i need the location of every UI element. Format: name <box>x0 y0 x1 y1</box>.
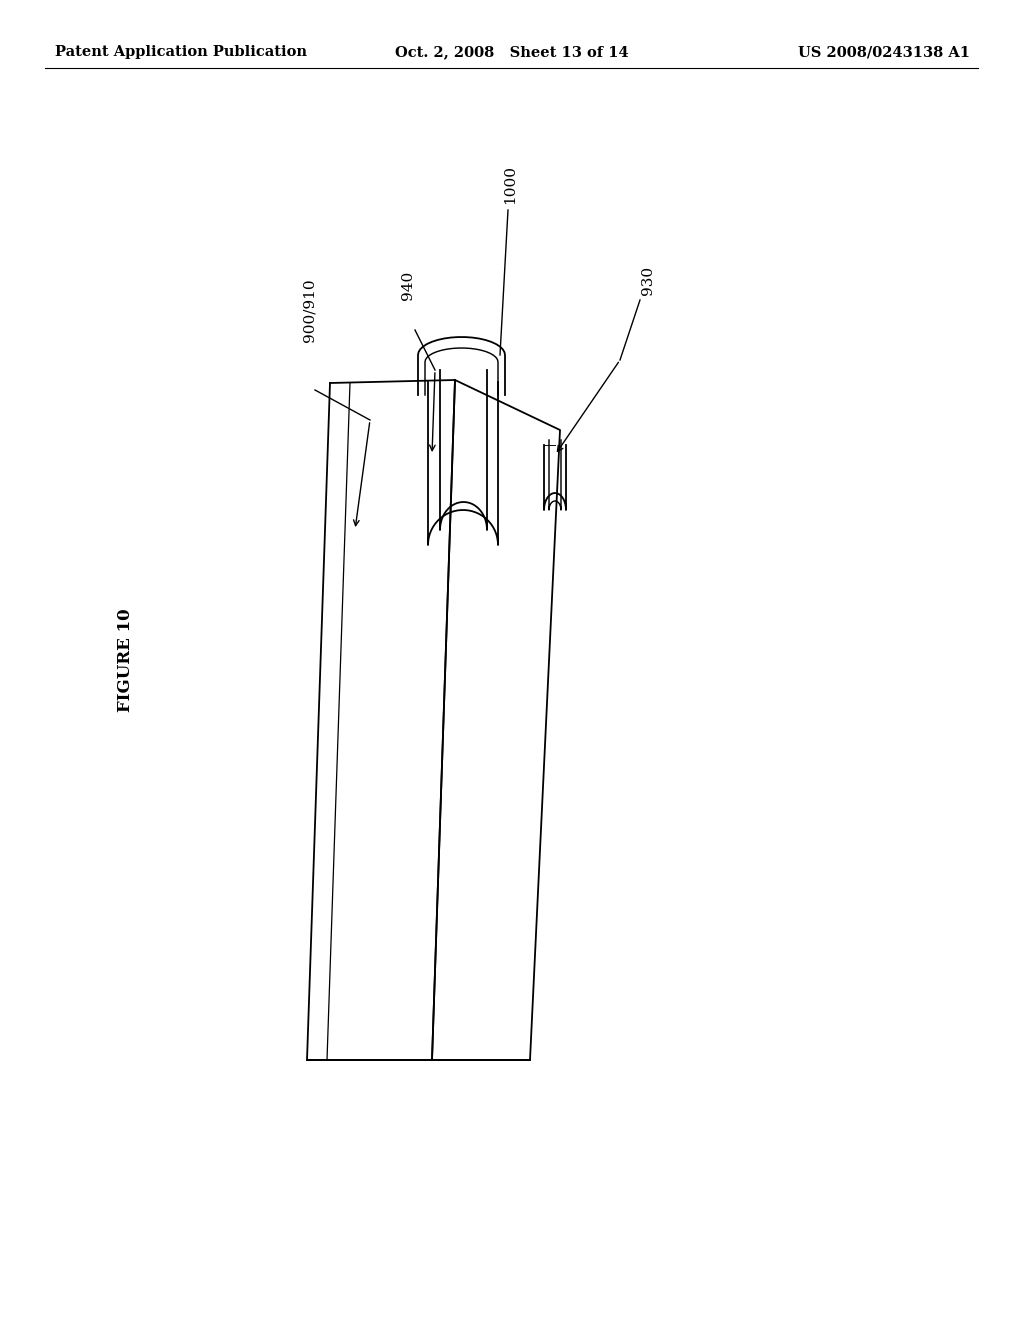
Text: Patent Application Publication: Patent Application Publication <box>55 45 307 59</box>
Text: 900/910: 900/910 <box>303 279 317 342</box>
Text: FIGURE 10: FIGURE 10 <box>117 609 133 711</box>
Text: US 2008/0243138 A1: US 2008/0243138 A1 <box>798 45 970 59</box>
Text: 940: 940 <box>401 271 415 300</box>
Text: 930: 930 <box>641 265 655 294</box>
Text: Oct. 2, 2008   Sheet 13 of 14: Oct. 2, 2008 Sheet 13 of 14 <box>395 45 629 59</box>
Text: 1000: 1000 <box>503 165 517 205</box>
